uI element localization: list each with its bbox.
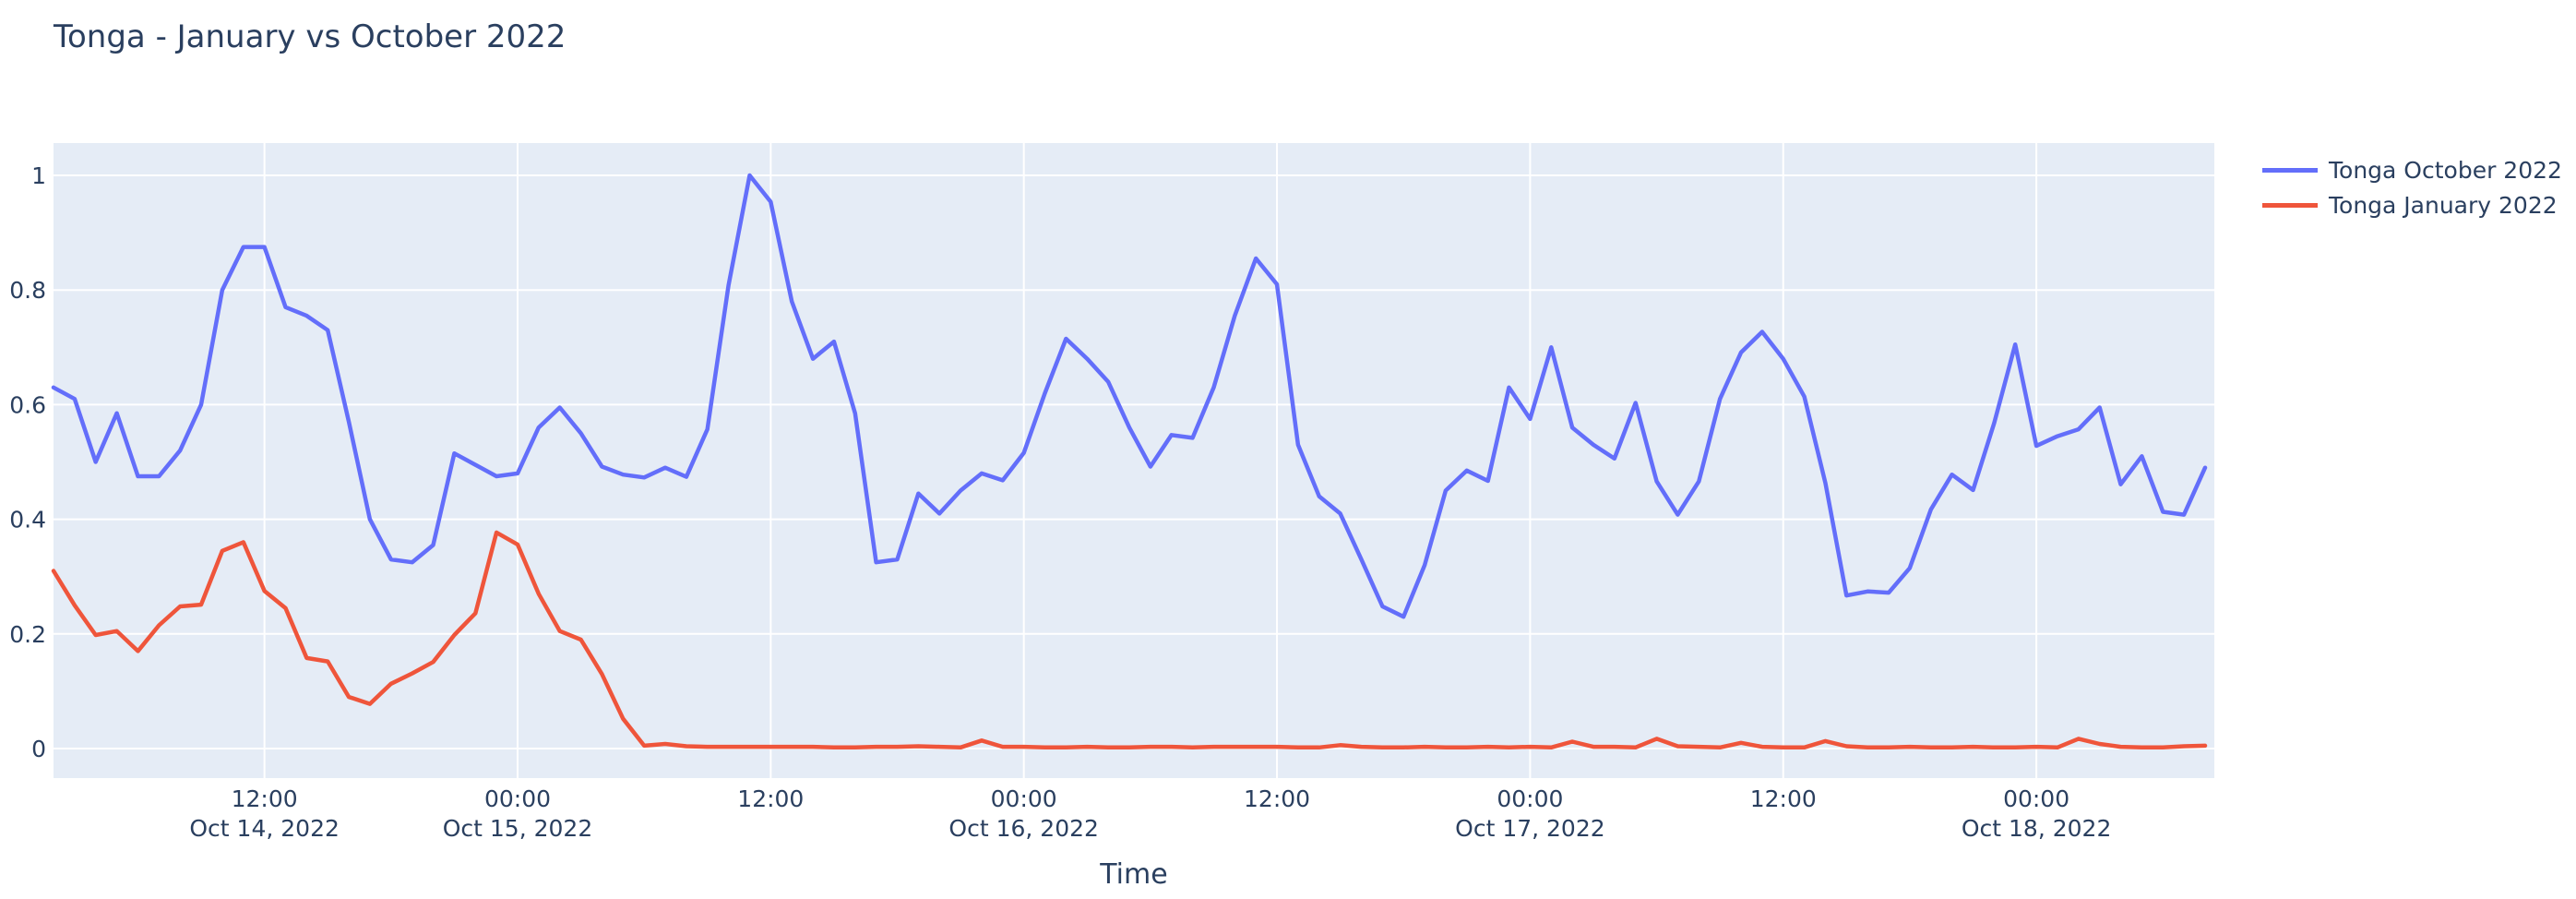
legend-item-january[interactable]: Tonga January 2022 [2262,187,2562,222]
x-tick-date-label: Oct 14, 2022 [189,815,340,842]
x-tick-label: 00:00 [2003,785,2069,812]
x-tick-label: 00:00 [1497,785,1563,812]
y-tick-label: 0.4 [9,507,46,533]
legend-swatch-january [2262,202,2318,208]
x-tick-date-label: Oct 17, 2022 [1455,815,1605,842]
y-tick-label: 0 [31,736,46,762]
chart-title: Tonga - January vs October 2022 [54,18,566,55]
legend-item-october[interactable]: Tonga October 2022 [2262,152,2562,187]
legend: Tonga October 2022 Tonga January 2022 [2262,152,2562,222]
x-tick-label: 12:00 [1750,785,1817,812]
x-axis-title: Time [1100,858,1168,891]
y-tick-label: 0.8 [9,277,46,304]
x-tick-date-label: Oct 18, 2022 [1962,815,2112,842]
legend-label-january: Tonga January 2022 [2329,191,2558,219]
legend-label-october: Tonga October 2022 [2329,156,2562,184]
y-tick-label: 0.2 [9,621,46,648]
x-tick-label: 00:00 [484,785,551,812]
x-tick-label: 00:00 [991,785,1057,812]
y-tick-label: 1 [31,162,46,189]
series-line-tonga-october-2022[interactable] [51,173,2208,619]
x-tick-date-label: Oct 16, 2022 [948,815,1099,842]
series-line-tonga-january-2022[interactable] [51,530,2208,750]
x-tick-date-label: Oct 15, 2022 [443,815,593,842]
legend-swatch-october [2262,167,2318,173]
x-tick-label: 12:00 [1244,785,1310,812]
x-tick-label: 12:00 [737,785,804,812]
x-tick-label: 12:00 [232,785,298,812]
y-tick-label: 0.6 [9,391,46,418]
plot-background [54,143,2214,778]
